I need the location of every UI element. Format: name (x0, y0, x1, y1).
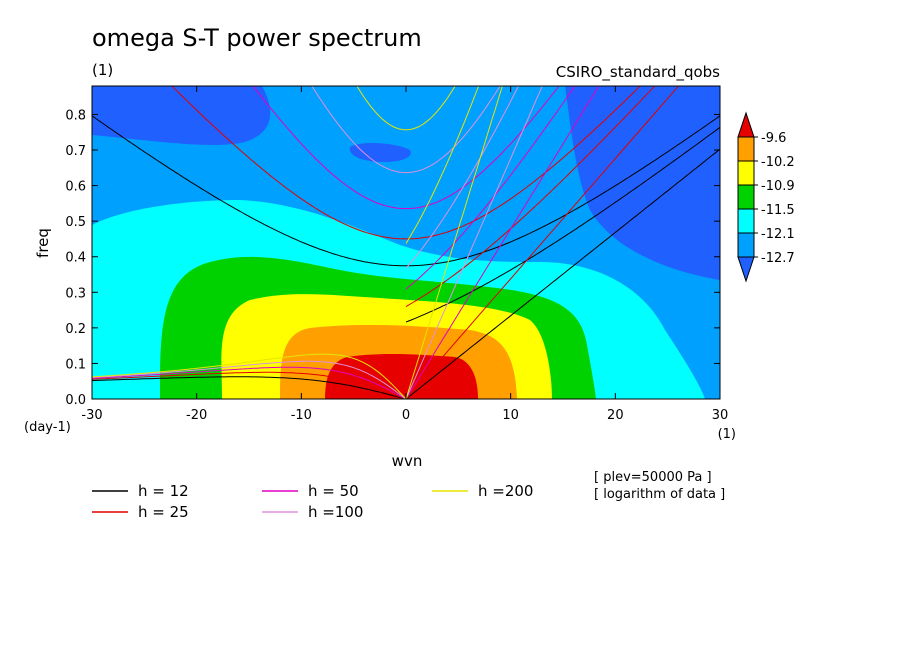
mixed-rossby-gravity-curve (405, 86, 480, 244)
x-tick-label: 0 (402, 408, 410, 423)
colorbar-label: -11.5 (761, 203, 795, 218)
legend-label: h = 12 (138, 482, 189, 500)
mixed-rossby-gravity-curve (405, 126, 720, 323)
kelvin-wave-curve (405, 86, 503, 399)
legend-label: h =200 (478, 482, 533, 500)
rossby-wave-curve (92, 366, 407, 399)
kelvin-wave-curve (405, 148, 720, 399)
mixed-rossby-gravity-curve (405, 86, 576, 290)
x-tick-label: -10 (291, 408, 312, 423)
y-tick-label: 0.7 (65, 144, 86, 159)
gravity-wave-curve (252, 86, 560, 210)
y-tick-label: 0.8 (65, 108, 86, 123)
y-tick-label: 0.2 (65, 322, 86, 337)
plot-area (92, 86, 720, 399)
colorbar-bottom-arrow (737, 256, 755, 283)
mixed-rossby-gravity-curve (405, 86, 656, 308)
gravity-wave-curve (171, 86, 641, 240)
kelvin-wave-curve (405, 86, 600, 399)
x-tick-label: -20 (186, 408, 207, 423)
mixed-rossby-gravity-curve (405, 86, 520, 269)
colorbar-label: -10.9 (761, 179, 795, 194)
contour-level-red (325, 353, 478, 399)
rossby-wave-curve (92, 376, 407, 399)
contour-dark-spot (349, 143, 411, 162)
x-axis: -30 -20 -10 0 10 20 30 (81, 86, 728, 423)
colorbar-swatch (737, 208, 755, 234)
legend: h = 12 h = 25 h = 50 h =100 h =200 (92, 482, 533, 521)
colorbar-label: -12.7 (761, 251, 795, 266)
legend-label: h = 50 (308, 482, 359, 500)
rossby-wave-curve (92, 353, 407, 399)
colorbar-swatch (737, 232, 755, 258)
colorbar-swatch (737, 184, 755, 210)
colorbar-label: -12.1 (761, 227, 795, 242)
y-tick-label: 0.6 (65, 180, 86, 195)
colorbar: -9.6 -10.2 -10.9 -11.5 -12.1 -12.7 (737, 111, 795, 283)
chart-subtitle-right: CSIRO_standard_qobs (556, 63, 720, 82)
gravity-wave-curve (311, 86, 501, 174)
y-tick-label: 0.1 (65, 357, 86, 372)
x-tick-label: -30 (81, 408, 102, 423)
rossby-wave-curve (92, 360, 407, 399)
y-tick-label: 0.0 (65, 393, 86, 408)
y-tick-label: 0.3 (65, 286, 86, 301)
x-tick-label: 30 (712, 408, 729, 423)
colorbar-label: -9.6 (761, 131, 786, 146)
contour-dark-left (92, 86, 271, 145)
dispersion-curves (92, 86, 720, 399)
x-tick-label: 10 (502, 408, 519, 423)
chart-title: omega S-T power spectrum (92, 24, 422, 52)
y-axis-label: freq (34, 228, 52, 258)
legend-label: h =100 (308, 503, 363, 521)
y-tick-label: 0.4 (65, 251, 86, 266)
colorbar-swatch (737, 136, 755, 162)
colorbar-swatch (737, 160, 755, 186)
chart-subtitle-left: (1) (92, 61, 113, 79)
kelvin-wave-curve (405, 86, 680, 399)
rossby-wave-curve (92, 371, 407, 399)
kelvin-wave-curve (405, 86, 543, 399)
note-plev: [ plev=50000 Pa ] (594, 470, 712, 485)
x-tick-label: 20 (607, 408, 624, 423)
colorbar-label: -10.2 (761, 155, 795, 170)
y-axis-unit: (day-1) (24, 420, 71, 435)
y-tick-label: 0.5 (65, 215, 86, 230)
gravity-wave-curve (356, 86, 456, 131)
note-logarithm: [ logarithm of data ] (594, 487, 725, 502)
colorbar-top-arrow (737, 111, 755, 138)
gravity-wave-curve (92, 115, 720, 267)
y-axis: 0.0 0.1 0.2 0.3 0.4 0.5 0.6 0.7 0.8 (65, 108, 720, 408)
x-axis-label: wvn (392, 452, 423, 470)
legend-label: h = 25 (138, 503, 189, 521)
x-axis-unit: (1) (718, 427, 736, 442)
